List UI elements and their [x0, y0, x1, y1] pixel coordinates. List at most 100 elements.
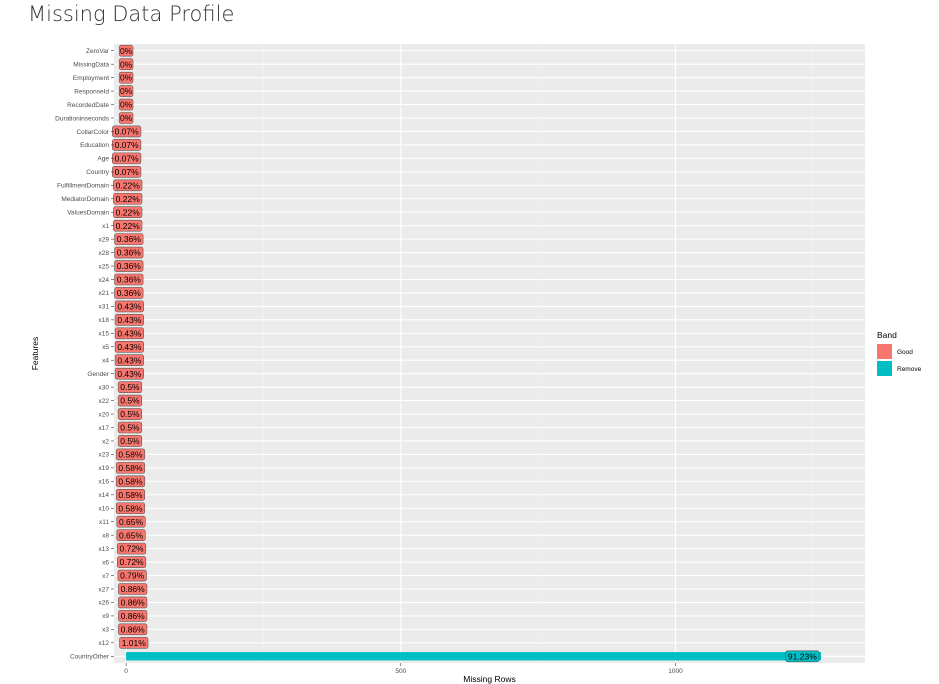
bar-label-box — [116, 529, 146, 541]
bar-label-box — [118, 112, 134, 124]
y-tick-label: x28 — [99, 250, 110, 257]
bar-label-text: 0% — [120, 73, 133, 83]
bar-label-box — [114, 287, 144, 299]
y-tick-label: x14 — [99, 492, 110, 499]
y-tick-label: x15 — [99, 331, 110, 338]
bar-label-box — [115, 502, 146, 515]
bar — [126, 652, 822, 661]
plot-panel — [114, 44, 865, 663]
bar-label-text: 0.07% — [115, 140, 140, 150]
y-tick-label: x5 — [102, 344, 109, 351]
bar-label: 0.43% — [114, 300, 144, 313]
bar-label: 0.86% — [118, 596, 148, 609]
bar-label-box — [114, 273, 144, 286]
bar-label-text: 0% — [120, 100, 133, 110]
y-tick-label: Age — [97, 156, 109, 163]
bar-label-text: 0% — [120, 86, 133, 96]
bar-label-box — [785, 650, 820, 663]
bar-label-box — [114, 300, 144, 313]
bar-label: 0.58% — [115, 475, 146, 488]
bar-label-box — [119, 637, 149, 649]
bar-label-text: 0.5% — [120, 382, 140, 392]
x-axis: 0 500 1000 — [124, 663, 683, 675]
y-tick-label: x24 — [99, 277, 110, 284]
x-tick-label: 1000 — [668, 668, 683, 675]
bar-label-box — [118, 85, 134, 97]
bar-label-text: 0.86% — [121, 598, 146, 608]
y-tick-label: x31 — [99, 304, 110, 311]
bar-label-text: 0.86% — [121, 584, 146, 594]
y-tick-label: x29 — [99, 236, 110, 243]
y-tick-label: x7 — [102, 573, 109, 580]
y-tick-label: ResponseId — [74, 88, 109, 95]
bar-label-text: 0.36% — [117, 234, 142, 244]
y-tick-label: x26 — [99, 600, 110, 607]
bar-label-text: 0.43% — [117, 342, 142, 352]
bar-label: 0.86% — [118, 610, 148, 622]
legend: Band Good Remove — [877, 330, 922, 376]
bar-label: 0.65% — [116, 529, 146, 541]
y-tick-label: x25 — [99, 263, 110, 270]
bar-label-box — [118, 44, 134, 57]
bar-label-text: 0.22% — [116, 194, 141, 204]
bar-label-box — [114, 260, 144, 272]
bar-label: 0.36% — [114, 246, 144, 259]
bar-label-text: 0.5% — [120, 423, 140, 433]
bar-label-box — [115, 488, 146, 501]
y-axis: ZeroVar MissingData Employment ResponseId Re… — [55, 48, 114, 661]
legend-label: Good — [897, 349, 913, 356]
bar-label: 0.43% — [114, 314, 144, 326]
bar-label-box — [118, 98, 134, 111]
y-tick-label: x11 — [99, 519, 109, 526]
bar-label-text: 0% — [120, 59, 133, 69]
bar-label-text: 0.07% — [115, 153, 140, 163]
x-tick-label: 500 — [395, 668, 406, 675]
y-tick-label: CollarColor — [76, 129, 109, 136]
bar-label-text: 0.58% — [118, 476, 143, 486]
legend-key — [877, 344, 892, 359]
bar-label-box — [114, 354, 144, 367]
y-tick-label: MediatorDomain — [61, 196, 109, 203]
bar-label-box — [117, 421, 143, 434]
bar-label: 1.01% — [119, 637, 149, 649]
bar-label-text: 0.86% — [121, 611, 146, 621]
bar-label: 0.58% — [115, 448, 146, 461]
bar-label: 91.23% — [785, 650, 820, 663]
bar-label: 0.43% — [114, 367, 144, 380]
bar-label-text: 0.07% — [115, 127, 140, 137]
bar-label-text: 0.5% — [120, 396, 140, 406]
bar-label-box — [116, 515, 146, 528]
y-tick-label: x20 — [99, 411, 110, 418]
y-tick-label: x17 — [99, 425, 110, 432]
bar-label: 0.36% — [114, 260, 144, 272]
bar-label-text: 0.43% — [117, 328, 142, 338]
bar-label: 0.58% — [115, 488, 146, 501]
bar-label-box — [114, 340, 144, 353]
y-tick-label: ValuesDomain — [67, 210, 109, 217]
bar-label: 0.07% — [112, 125, 142, 138]
bar-label-box — [118, 583, 148, 595]
bar-label-text: 0.72% — [120, 544, 145, 554]
y-tick-label: x13 — [99, 546, 110, 553]
y-tick-label: x30 — [99, 384, 110, 391]
bar-label: 0.65% — [116, 515, 146, 528]
bar-label: 0.86% — [118, 623, 148, 636]
y-tick-label: x12 — [99, 640, 110, 647]
legend-label: Remove — [897, 366, 922, 373]
bar-label-box — [114, 327, 144, 340]
bar-label-box — [115, 462, 146, 474]
bar-label-text: 0.5% — [120, 436, 140, 446]
bar-label-text: 1.01% — [122, 638, 147, 648]
bar-label-text: 0.79% — [120, 571, 145, 581]
y-tick-label: Education — [80, 142, 109, 149]
bar-label: 0.79% — [117, 569, 147, 582]
bar-label-text: 0.5% — [120, 409, 140, 419]
bar-label: 0% — [118, 44, 134, 57]
y-tick-label: x21 — [99, 290, 110, 297]
bar-label: 0% — [118, 112, 134, 124]
bar-label-box — [114, 314, 144, 326]
bar-label-box — [117, 542, 147, 555]
bar-label-text: 0.86% — [121, 624, 146, 634]
bar-label-text: 0.22% — [116, 221, 141, 231]
legend-key — [877, 361, 892, 376]
